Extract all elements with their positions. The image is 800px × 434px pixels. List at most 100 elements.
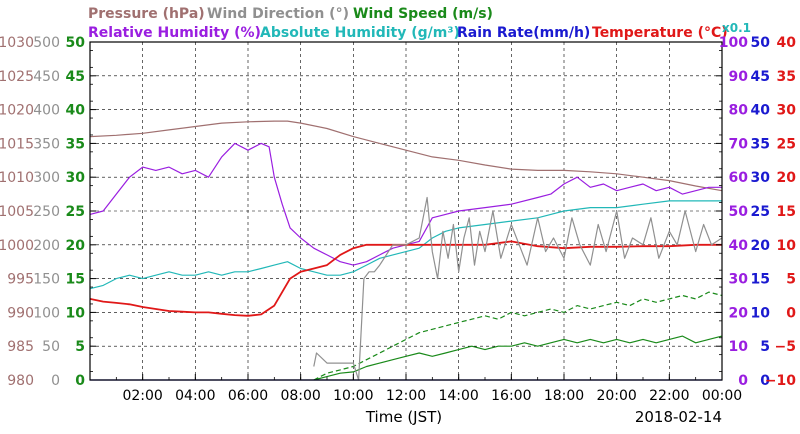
y-tick-label-pressure: 1020 [0, 103, 34, 119]
y-tick-label-rain-rate: 50 [751, 35, 771, 51]
legend-pressure: Pressure (hPa) [88, 6, 205, 22]
y-tick-label-wind-direction: 250 [33, 204, 60, 220]
y-tick-label-temperature: −5 [775, 339, 796, 355]
y-tick-label-wind-direction: 50 [42, 339, 60, 355]
y-tick-label-rain-rate: 40 [751, 103, 771, 119]
y-tick-label-temperature: −10 [765, 373, 796, 389]
legend-multiplier: x0.1 [722, 21, 751, 35]
x-tick-label: 14:00 [438, 388, 478, 404]
x-tick-label: 16:00 [491, 388, 531, 404]
legend-wind-speed: Wind Speed (m/s) [353, 6, 493, 22]
x-tick-label: 10:00 [333, 388, 373, 404]
y-tick-label-temperature: 10 [777, 238, 797, 254]
y-tick-label-rain-rate: 35 [751, 136, 770, 152]
y-tick-label-humidity: 0 [738, 373, 748, 389]
y-tick-label-pressure: 1005 [0, 204, 34, 220]
y-tick-label-wind-speed: 10 [66, 305, 86, 321]
y-tick-label-wind-direction: 500 [33, 35, 60, 51]
legend-relative-humidity: Relative Humidity (%) [88, 25, 261, 41]
y-tick-label-pressure: 1030 [0, 35, 34, 51]
y-tick-label-pressure: 1010 [0, 170, 34, 186]
series-line-6 [313, 196, 723, 381]
y-tick-label-wind-speed: 40 [66, 103, 86, 119]
y-tick-label-temperature: 20 [777, 170, 797, 186]
y-tick-label-wind-direction: 450 [33, 69, 60, 85]
legend-rain-rate: Rain Rate(mm/h) [457, 25, 590, 41]
y-tick-label-pressure: 990 [7, 305, 34, 321]
y-tick-label-wind-direction: 150 [33, 272, 60, 288]
y-tick-label-temperature: 35 [777, 69, 796, 85]
series-line-3 [89, 240, 722, 317]
y-tick-label-humidity: 40 [729, 238, 749, 254]
y-tick-label-wind-direction: 0 [51, 373, 60, 389]
grid [90, 42, 722, 380]
legend-wind-direction: Wind Direction (°) [207, 6, 349, 22]
y-tick-label-pressure: 985 [7, 339, 34, 355]
x-tick-label: 00:00 [702, 388, 742, 404]
y-tick-label-wind-speed: 45 [66, 69, 85, 85]
y-tick-label-wind-speed: 35 [66, 136, 85, 152]
y-tick-label-pressure: 995 [7, 272, 34, 288]
series-line-0 [89, 120, 723, 192]
y-tick-label-rain-rate: 5 [760, 339, 770, 355]
x-tick-label: 08:00 [280, 388, 320, 404]
x-tick-label: 06:00 [228, 388, 268, 404]
y-tick-label-wind-direction: 200 [33, 238, 60, 254]
y-tick-label-wind-direction: 300 [33, 170, 60, 186]
y-tick-label-humidity: 90 [729, 69, 749, 85]
y-tick-label-temperature: 5 [786, 272, 796, 288]
y-tick-label-wind-direction: 100 [33, 305, 60, 321]
y-tick-label-wind-speed: 5 [75, 339, 85, 355]
y-tick-label-temperature: 40 [777, 35, 797, 51]
y-tick-label-humidity: 20 [729, 305, 749, 321]
y-tick-label-wind-speed: 50 [66, 35, 86, 51]
x-tick-label: 12:00 [386, 388, 426, 404]
legend: Pressure (hPa) Wind Direction (°) Wind S… [88, 6, 751, 41]
x-tick-label: 02:00 [122, 388, 162, 404]
y-tick-label-rain-rate: 20 [751, 238, 771, 254]
series-line-1 [89, 142, 722, 266]
y-tick-label-humidity: 60 [729, 170, 749, 186]
y-tick-label-wind-speed: 20 [66, 238, 86, 254]
series-line-5 [313, 291, 723, 381]
y-tick-label-pressure: 1000 [0, 238, 34, 254]
y-tick-label-pressure: 980 [7, 373, 34, 389]
y-tick-label-humidity: 10 [729, 339, 749, 355]
x-tick-label: 20:00 [596, 388, 636, 404]
y-tick-label-wind-speed: 0 [75, 373, 85, 389]
x-tick-label: 18:00 [544, 388, 584, 404]
y-tick-label-rain-rate: 25 [751, 204, 770, 220]
y-tick-label-rain-rate: 15 [751, 272, 770, 288]
y-tick-label-humidity: 70 [729, 136, 749, 152]
y-tick-label-wind-speed: 25 [66, 204, 85, 220]
y-tick-label-temperature: 30 [777, 103, 797, 119]
y-tick-label-rain-rate: 45 [751, 69, 770, 85]
y-tick-label-pressure: 1015 [0, 136, 34, 152]
series-line-4 [313, 335, 723, 381]
y-tick-label-humidity: 100 [719, 35, 748, 51]
axes-layer: 02:00 04:00 06:00 08:00 10:00 12:00 14:00 16:00… [0, 35, 796, 404]
y-tick-label-rain-rate: 0 [760, 373, 770, 389]
y-tick-label-temperature: 15 [777, 204, 796, 220]
date-label: 2018-02-14 [635, 408, 722, 426]
y-tick-label-humidity: 30 [729, 272, 749, 288]
legend-temperature: Temperature (°C) [592, 25, 728, 41]
x-axis-label: Time (JST) [365, 408, 442, 426]
y-tick-label-rain-rate: 30 [751, 170, 771, 186]
y-tick-label-wind-speed: 15 [66, 272, 85, 288]
y-tick-label-wind-speed: 30 [66, 170, 86, 186]
y-tick-label-wind-direction: 400 [33, 103, 60, 119]
y-tick-label-temperature: 25 [777, 136, 796, 152]
y-tick-label-humidity: 50 [729, 204, 749, 220]
y-tick-label-wind-direction: 350 [33, 136, 60, 152]
legend-absolute-humidity: Absolute Humidity (g/m³) [260, 25, 460, 41]
y-tick-label-pressure: 1025 [0, 69, 34, 85]
series-layer [89, 120, 723, 381]
x-tick-label: 22:00 [649, 388, 689, 404]
y-tick-label-rain-rate: 10 [751, 305, 771, 321]
x-tick-label: 04:00 [175, 388, 215, 404]
y-tick-label-temperature: 0 [786, 305, 796, 321]
series-line-2 [89, 200, 722, 290]
